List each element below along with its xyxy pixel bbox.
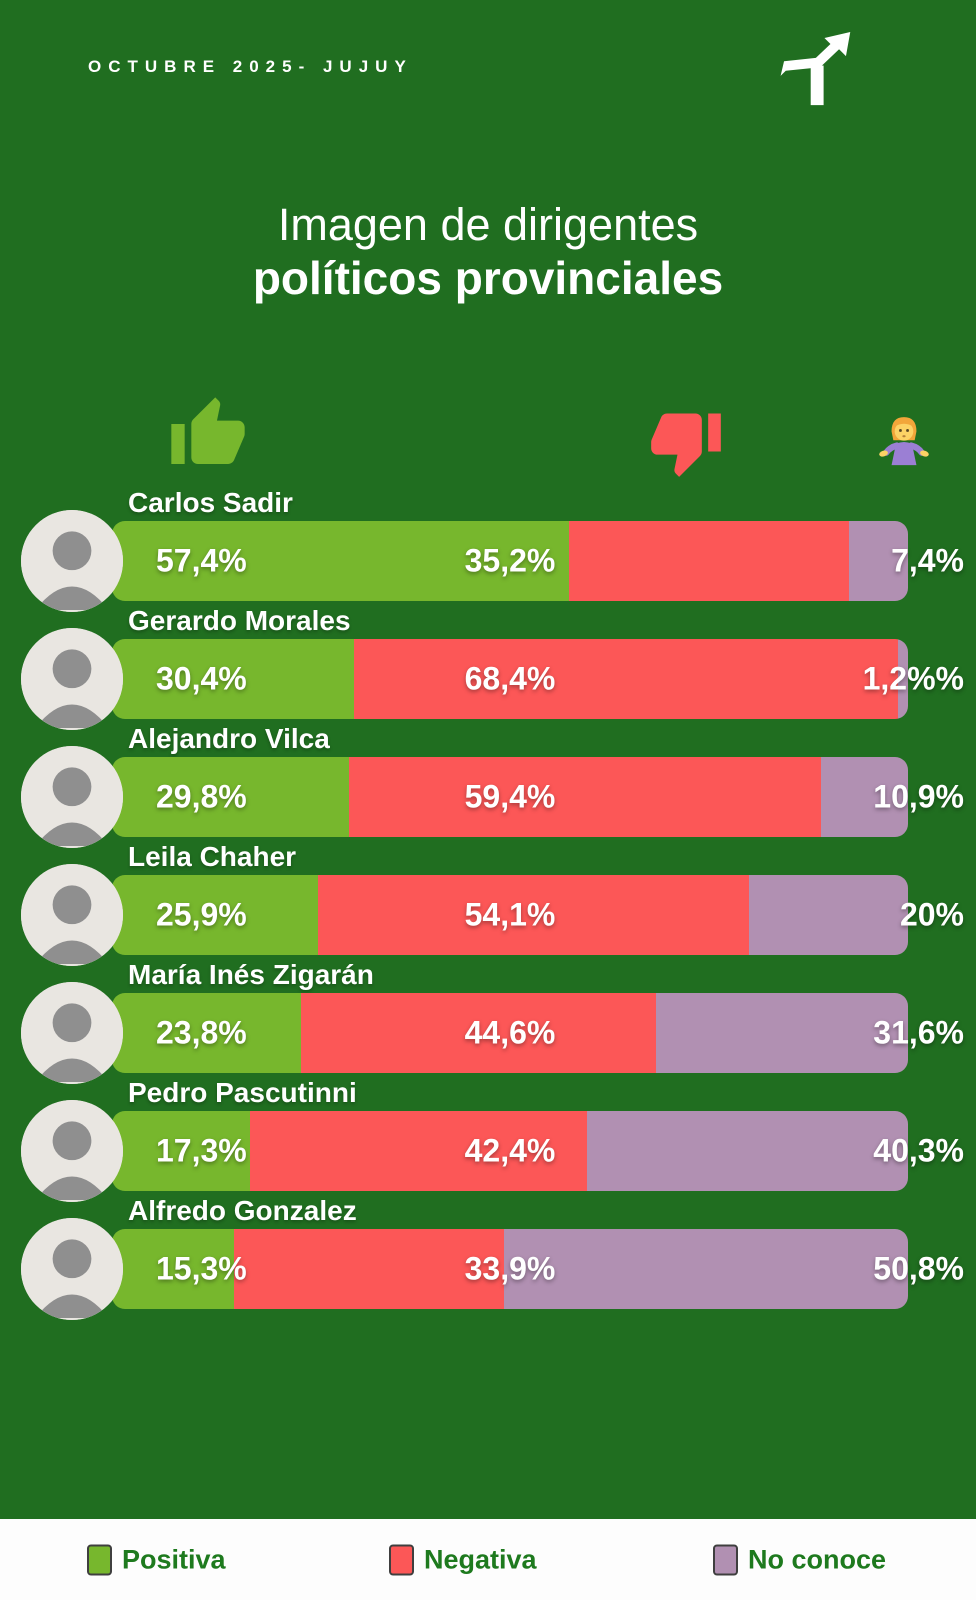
positive-segment [112,639,354,719]
politician-row: Leila Chaher 25,9% 54,1% 20% [0,841,976,966]
positive-value: 25,9% [156,896,247,933]
politician-row: Alejandro Vilca 29,8% 59,4% 10,9% [0,723,976,848]
politician-name: Carlos Sadir [128,487,293,518]
column-icons [0,388,976,488]
positive-segment [112,1229,234,1309]
legend-swatch [389,1544,414,1575]
unknown-value: 1,2%% [862,660,964,697]
negative-segment [301,993,657,1073]
politician-row: Carlos Sadir 57,4% 35,2% 7,4% [0,487,976,612]
negative-value: 68,4% [464,660,556,697]
politician-avatar [21,1100,123,1202]
negative-value: 42,4% [464,1132,556,1169]
stacked-bar [112,1229,908,1309]
unknown-segment [898,639,908,719]
image-bar-wrap: 25,9% 54,1% 20% [21,864,964,966]
positive-value: 29,8% [156,778,247,815]
politician-row: María Inés Zigarán 23,8% 44,6% 31,6% [0,959,976,1084]
legend-item: Positiva [87,1544,226,1575]
legend-item: No conoce [713,1544,886,1575]
negative-value: 44,6% [464,1014,556,1051]
image-bar-wrap: 57,4% 35,2% 7,4% [21,510,964,612]
positive-value: 23,8% [156,1014,247,1051]
politician-avatar [21,510,123,612]
unknown-value: 7,4% [891,542,964,579]
negative-value: 54,1% [464,896,556,933]
negative-segment [353,639,899,719]
stacked-bar [112,639,908,719]
legend-label: No conoce [748,1544,887,1574]
thumbs-down-icon [651,413,721,477]
positive-value: 15,3% [156,1250,247,1287]
negative-segment [249,1111,588,1191]
unknown-value: 50,8% [873,1250,964,1287]
stacked-bar [112,1111,908,1191]
image-bar-wrap: 17,3% 42,4% 40,3% [21,1100,964,1202]
unknown-value: 20% [899,896,964,933]
person-shrugging-icon [879,417,929,466]
image-bar-wrap: 15,3% 33,9% 50,8% [21,1218,964,1320]
politician-avatar [21,864,123,966]
legend: Positiva Negativa No conoce [0,1519,976,1600]
legend-swatch [87,1544,112,1575]
negative-segment [348,757,822,837]
positive-value: 30,4% [156,660,247,697]
politician-avatar [21,628,123,730]
legend-item: Negativa [389,1544,537,1575]
page-title-line2: políticos provinciales [252,252,724,305]
positive-segment [112,875,319,955]
unknown-segment [821,757,908,837]
politician-avatar [21,746,123,848]
thumbs-up-icon [171,397,245,464]
negative-value: 35,2% [464,542,556,579]
stacked-bar [112,757,908,837]
report-period: OCTUBRE 2025- JUJUY [88,57,413,76]
unknown-segment [656,993,908,1073]
positive-segment [112,757,349,837]
politician-row: Pedro Pascutinni 17,3% 42,4% 40,3% [0,1077,976,1202]
politician-name: Alejandro Vilca [128,723,330,754]
legend-swatch [713,1544,738,1575]
politician-name: Gerardo Morales [128,605,351,636]
image-bar-wrap: 29,8% 59,4% 10,9% [21,746,964,848]
unknown-segment [587,1111,908,1191]
politician-name: María Inés Zigarán [128,959,374,990]
stacked-bar [112,875,908,955]
politician-name: Alfredo Gonzalez [128,1195,357,1226]
politician-avatar [21,982,123,1084]
unknown-segment [849,521,908,601]
positive-segment [112,1111,250,1191]
unknown-value: 10,9% [873,778,964,815]
politician-name: Pedro Pascutinni [128,1077,357,1108]
image-bar-wrap: 30,4% 68,4% 1,2%% [21,628,964,730]
page-title-line1: Imagen de dirigentes [277,199,699,250]
negative-value: 59,4% [464,778,556,815]
unknown-value: 40,3% [873,1132,964,1169]
politician-row: Gerardo Morales 30,4% 68,4% 1,2%% [0,605,976,730]
legend-label: Positiva [122,1544,226,1574]
stacked-bar [112,993,908,1073]
positive-value: 57,4% [156,542,247,579]
page-title: Imagen de dirigentes políticos provincia… [0,198,976,305]
politician-rows: Carlos Sadir 57,4% 35,2% 7,4% [0,487,976,1320]
negative-segment [568,521,850,601]
politician-name: Leila Chaher [128,841,297,872]
negative-segment [318,875,749,955]
positive-segment [112,521,569,601]
unknown-segment [748,875,908,955]
image-bar-wrap: 23,8% 44,6% 31,6% [21,982,964,1084]
trend-arrow-logo [772,26,858,110]
positive-segment [112,993,302,1073]
positive-value: 17,3% [156,1132,247,1169]
legend-label: Negativa [424,1544,537,1574]
stacked-bar [112,521,908,601]
politician-row: Alfredo Gonzalez 15,3% 33,9% 50,8% [0,1195,976,1320]
negative-value: 33,9% [464,1250,556,1287]
politician-avatar [21,1218,123,1320]
unknown-segment [503,1229,908,1309]
negative-segment [233,1229,504,1309]
unknown-value: 31,6% [873,1014,964,1051]
